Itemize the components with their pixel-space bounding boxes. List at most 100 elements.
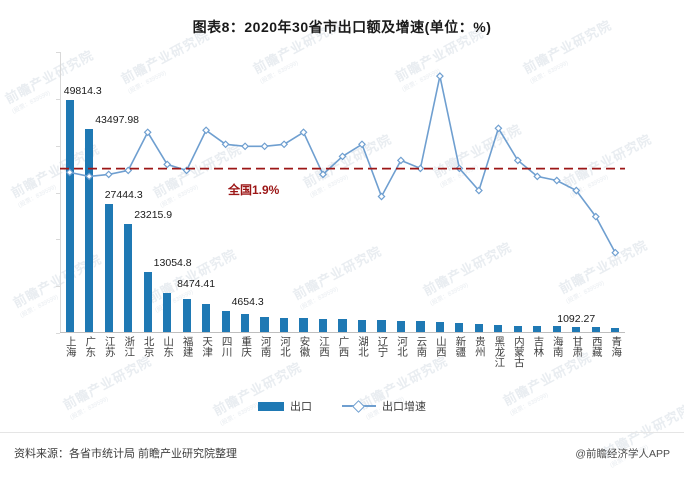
footer-divider	[0, 432, 684, 433]
bar	[240, 313, 250, 333]
bar	[455, 322, 464, 333]
bar	[85, 129, 94, 333]
x-axis-label: 重庆	[240, 336, 253, 357]
growth-line-marker	[611, 248, 620, 257]
bar	[396, 320, 406, 333]
bar	[513, 325, 522, 333]
legend-line-swatch	[342, 400, 376, 413]
line-series	[60, 72, 625, 257]
bar-value-label: 13054.8	[153, 256, 192, 269]
bar-value-label: 43497.98	[95, 114, 140, 127]
x-axis-label: 海南	[551, 336, 564, 357]
bar	[163, 293, 172, 333]
growth-line-marker	[85, 172, 94, 181]
x-axis-label: 山西	[434, 336, 447, 357]
x-axis-label: 云南	[415, 336, 428, 357]
bar	[338, 319, 347, 333]
plot-area: 0100002000030000400005000060000-80%-60%-…	[56, 52, 625, 334]
bar-value-label: 8474.41	[177, 278, 216, 291]
x-axis-label: 辽宁	[376, 336, 389, 357]
chart-title: 图表8：2020年30省市出口额及增速(单位：%)	[192, 19, 492, 35]
growth-line-marker	[260, 142, 269, 151]
bar	[124, 224, 133, 333]
growth-line-marker	[163, 160, 172, 169]
bar	[552, 326, 561, 333]
bar	[611, 327, 620, 333]
x-axis-label: 安徽	[298, 336, 311, 357]
bar	[357, 319, 367, 333]
growth-line-marker	[241, 142, 250, 151]
y-axis-tick-mark-left	[56, 286, 60, 288]
legend-line-label: 出口增速	[382, 401, 426, 413]
legend-bar-swatch	[258, 401, 284, 411]
y-axis-tick-mark-left	[56, 333, 60, 334]
x-axis-category-labels: 上海 广东 江苏 浙江 北京 山东 福建 天津 四川 重庆 河南 河北 安徽 江西 广西 湖北 辽宁 河北 云南 山西…	[60, 336, 625, 392]
bar	[318, 318, 328, 333]
x-axis-label: 山东	[162, 336, 175, 357]
x-axis-label: 北京	[142, 336, 155, 357]
growth-line-marker	[338, 152, 347, 161]
growth-line-marker	[319, 170, 327, 179]
x-axis-label: 江西	[318, 336, 331, 357]
growth-line-marker	[474, 186, 483, 195]
bar-value-label: 4654.3	[231, 296, 264, 309]
bar-value-label: 1092.27	[557, 312, 596, 325]
growth-line-marker	[533, 172, 542, 181]
x-axis-label: 河南	[259, 336, 272, 357]
bar	[279, 317, 289, 333]
y-axis-tick-mark-left	[56, 145, 60, 147]
x-axis-label: 黑龙江	[493, 336, 506, 368]
growth-line-marker	[143, 128, 152, 137]
x-axis-label: 广西	[337, 336, 350, 357]
growth-line-marker	[396, 156, 405, 165]
growth-line-marker	[416, 164, 425, 173]
x-axis-label: 广东	[84, 336, 97, 357]
growth-line-marker	[65, 168, 74, 177]
bar	[474, 323, 483, 333]
x-axis-label: 四川	[220, 336, 233, 357]
y-axis-tick-mark-left	[56, 52, 60, 53]
x-axis-label: 上海	[64, 336, 77, 357]
x-axis-label: 贵州	[473, 336, 486, 357]
growth-line-marker	[513, 156, 522, 165]
x-axis-label: 天津	[201, 336, 214, 357]
y-axis-tick-mark-left	[56, 98, 60, 100]
brand-watermark-label: @前瞻经济学人APP	[575, 448, 670, 460]
bar	[221, 311, 230, 333]
x-axis-label: 西藏	[590, 336, 603, 357]
x-axis-label: 新疆	[454, 336, 467, 357]
legend-bar-label: 出口	[290, 401, 312, 413]
bar	[65, 99, 74, 333]
reference-line-label: 全国1.9%	[228, 182, 280, 197]
bar	[591, 327, 600, 333]
bar	[494, 324, 503, 333]
growth-line-marker	[124, 166, 133, 175]
growth-line-marker	[572, 186, 581, 195]
x-axis-label: 福建	[181, 336, 194, 357]
bar	[202, 304, 211, 333]
y-axis-left	[60, 52, 61, 333]
bar	[299, 318, 308, 333]
growth-line-marker	[221, 140, 230, 149]
y-axis-tick-mark-left	[56, 192, 60, 194]
growth-line-path	[69, 75, 617, 254]
growth-line-marker	[377, 192, 386, 201]
growth-line-marker	[358, 140, 366, 149]
x-axis-label: 湖北	[356, 336, 369, 357]
x-axis-label: 江苏	[103, 336, 116, 357]
x-axis-label: 吉林	[532, 336, 545, 357]
x-axis-label: 内蒙古	[512, 336, 525, 368]
growth-line-marker	[494, 124, 503, 133]
growth-line-marker	[202, 126, 211, 135]
legend-item-export-growth[interactable]: 出口增速	[342, 398, 426, 414]
x-axis-label: 河北	[395, 336, 408, 357]
x-axis-label: 河北	[279, 336, 292, 357]
bar	[572, 326, 581, 333]
growth-line-marker	[552, 176, 561, 185]
bar	[143, 271, 152, 333]
legend-item-export[interactable]: 出口	[258, 398, 312, 414]
source-note: 资料来源：各省市统计局 前瞻产业研究院整理	[14, 448, 238, 460]
bar	[533, 325, 542, 333]
x-axis-label: 甘肃	[571, 336, 584, 357]
